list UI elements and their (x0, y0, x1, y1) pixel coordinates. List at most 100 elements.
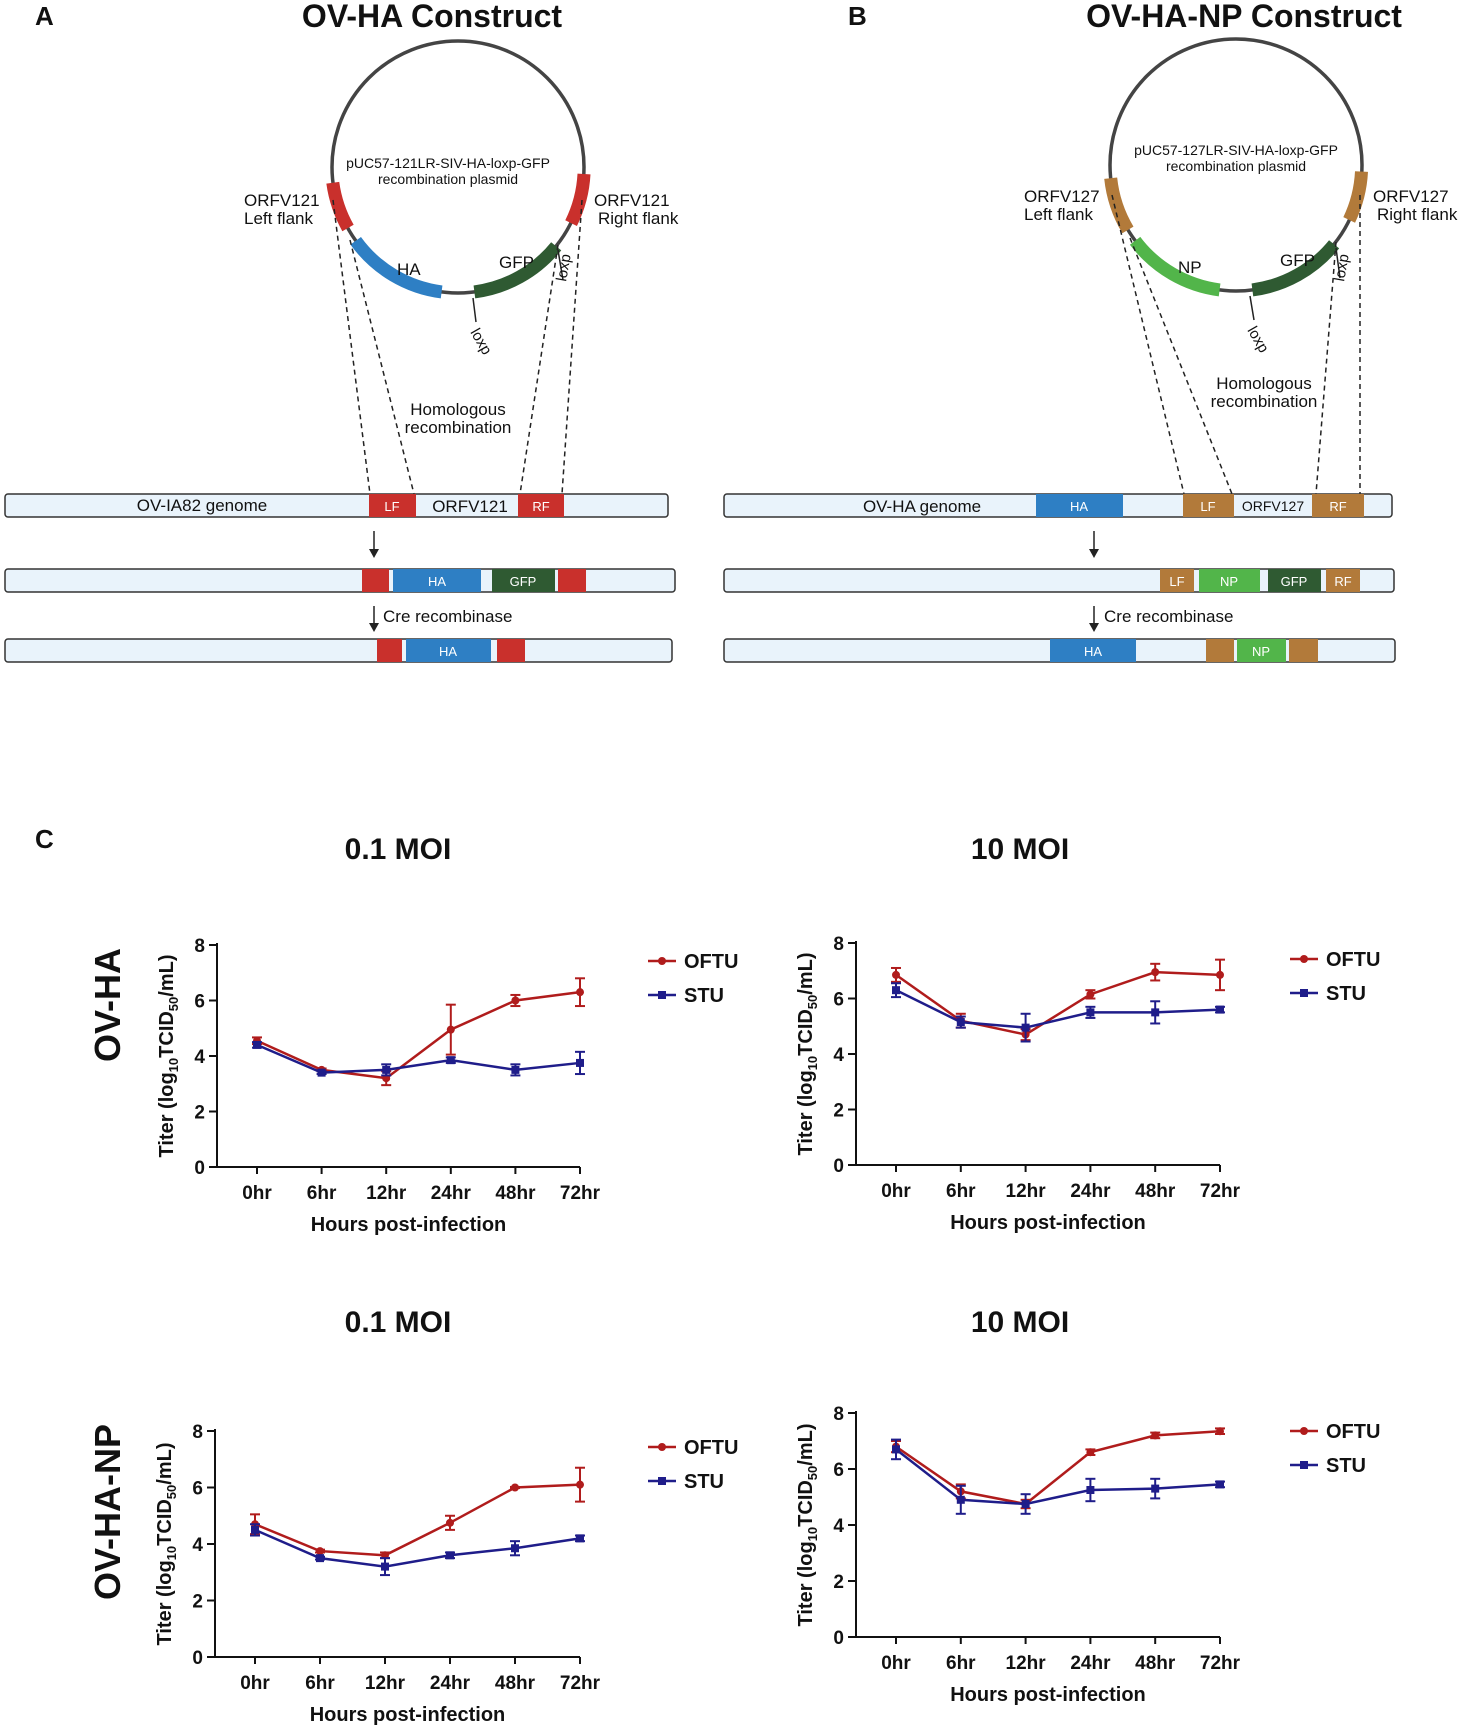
genome-a-row3-bar (4, 638, 673, 663)
row3-b-ha-label: HA (1084, 644, 1102, 659)
loxp-a2-label: loxp (553, 253, 575, 283)
right-flank-b-label-2: Right flank (1377, 205, 1458, 224)
data-point (892, 986, 900, 995)
right-flank-a-label-2: Right flank (598, 209, 679, 228)
x-tick-label: 72hr (560, 1673, 601, 1694)
y-tick-label: 2 (833, 1101, 844, 1122)
panel-b-letter: B (848, 1, 867, 31)
arrow-a2-head (369, 623, 379, 632)
series-line (895, 1448, 1221, 1506)
x-axis-label: Hours post-infection (311, 1214, 507, 1236)
legend-label: STU (1326, 983, 1366, 1005)
y-tick-label: 4 (192, 1535, 203, 1556)
series-line (256, 990, 581, 1080)
x-axis-label: Hours post-infection (310, 1704, 506, 1726)
data-point (511, 1544, 519, 1553)
legend-marker (1300, 1461, 1308, 1469)
row2-b-gfp-label: GFP (1281, 574, 1308, 589)
x-tick-label: 48hr (495, 1183, 536, 1204)
x-tick-label: 24hr (1070, 1653, 1111, 1674)
right-flank-a-label-1: ORFV121 (594, 191, 670, 210)
plasmid-a-gfp-label: GFP (499, 253, 534, 272)
x-tick-label: 12hr (1006, 1181, 1047, 1202)
y-tick-label: 2 (833, 1572, 844, 1593)
arrow-b2-head (1089, 623, 1099, 632)
genome-b-ha (1036, 494, 1123, 517)
legend-label: OFTU (684, 951, 738, 973)
row3-a-ha (406, 639, 491, 662)
row3-a-right (497, 639, 525, 662)
row3-b-np-label: NP (1252, 644, 1270, 659)
x-tick-label: 12hr (1006, 1653, 1047, 1674)
data-point (892, 1445, 900, 1454)
genome-b-rf (1312, 494, 1364, 517)
series-oftu (252, 977, 585, 1087)
y-tick-label: 8 (833, 1404, 844, 1425)
x-axis-label: Hours post-infection (950, 1684, 1146, 1706)
x-tick-label: 48hr (495, 1673, 536, 1694)
y-tick-label: 0 (192, 1648, 203, 1669)
plasmid-a-name: pUC57-121LR-SIV-HA-loxp-GFP (346, 155, 550, 171)
genome-a-lf (369, 494, 416, 517)
x-tick-label: 12hr (366, 1183, 407, 1204)
plasmid-b-name: pUC57-127LR-SIV-HA-loxp-GFP (1134, 142, 1338, 158)
recombination-lines-a (332, 199, 583, 495)
row2-a-ha-label: HA (428, 574, 446, 589)
y-tick-label: 2 (192, 1592, 203, 1613)
loxp-b1-tick (1249, 295, 1255, 321)
plasmid-b-gfp-segment (1251, 240, 1340, 297)
legend-label: STU (684, 985, 724, 1007)
data-point (1086, 990, 1095, 999)
plasmid-b-gfp-label: GFP (1280, 251, 1315, 270)
row2-a-left (362, 569, 389, 592)
arrow-a1-head (369, 549, 379, 558)
data-point (956, 1495, 965, 1504)
data-point (1216, 1427, 1224, 1436)
x-tick-label: 24hr (431, 1183, 472, 1204)
plasmid-a-gfp-segment (473, 242, 562, 299)
plasmid-a-right-flank (565, 173, 591, 226)
data-point (1216, 1005, 1224, 1014)
data-point (317, 1068, 326, 1077)
left-flank-a-label-2: Left flank (244, 209, 313, 228)
legend-marker (1300, 955, 1308, 963)
right-flank-b-label-1: ORFV127 (1373, 187, 1449, 206)
data-point (1151, 1484, 1160, 1493)
genome-b-lf (1183, 494, 1234, 517)
panel-a-title: OV-HA Construct (302, 0, 563, 34)
row2-a-gfp (492, 569, 555, 592)
plasmid-a-ha-label: HA (397, 260, 421, 279)
row3-b-left (1206, 639, 1234, 662)
x-tick-label: 24hr (1070, 1181, 1111, 1202)
x-tick-label: 72hr (560, 1183, 601, 1204)
legend-marker (658, 991, 666, 999)
chart-2: 10 MOI 0 2 4 6 8 0hr 6hr 12hr 24hr 48hr 72hr Hours p… (795, 833, 1380, 1234)
data-point (382, 1065, 391, 1074)
genome-a-orfv-label: ORFV121 (432, 497, 508, 516)
y-axis-label: Titer (log10TCID50/mL) (795, 1423, 820, 1626)
genome-b-rf-label: RF (1329, 499, 1346, 514)
data-point (511, 996, 520, 1005)
row2-b-gfp (1268, 569, 1321, 592)
plasmid-b-np-segment (1129, 236, 1221, 297)
row3-b-np (1237, 639, 1286, 662)
legend-marker (658, 957, 666, 965)
series-line (895, 1429, 1221, 1506)
data-point (576, 1534, 584, 1543)
row3-a-ha-label: HA (439, 644, 457, 659)
data-point (1086, 1008, 1095, 1017)
series-line (895, 989, 1221, 1029)
data-point (511, 1483, 519, 1492)
plasmid-b-np-label: NP (1178, 258, 1202, 277)
legend-marker (658, 1443, 666, 1451)
x-tick-label: 0hr (242, 1183, 272, 1204)
data-point (956, 1018, 965, 1027)
x-tick-label: 72hr (1200, 1653, 1241, 1674)
row3-b-right (1289, 639, 1318, 662)
y-tick-label: 6 (194, 992, 205, 1013)
loxp-b2-label: loxp (1331, 253, 1353, 283)
data-point (1216, 1480, 1224, 1489)
cre-b-label: Cre recombinase (1104, 607, 1233, 626)
legend-label: OFTU (684, 1437, 738, 1459)
row2-b-np-label: NP (1220, 574, 1238, 589)
